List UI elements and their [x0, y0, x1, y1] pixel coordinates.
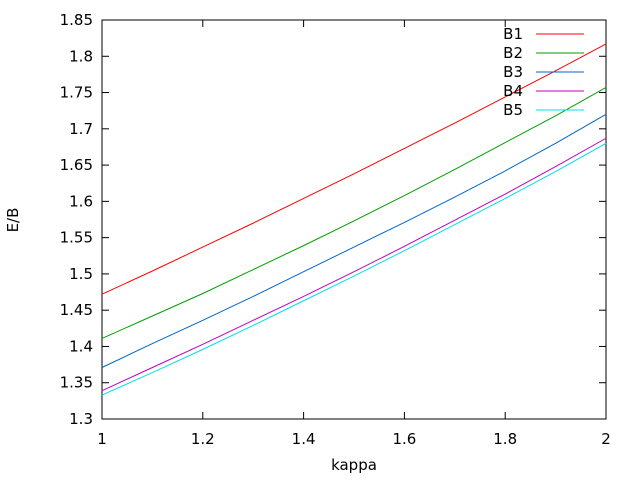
legend-label-b3: B3 — [503, 63, 523, 81]
series-lines — [101, 43, 607, 396]
axis-ticks: 1.3 1.35 1.4 1.45 1.5 1.55 1.6 1.65 1.7 1.75 1.8 1.… — [60, 11, 611, 448]
y-tick-label: 1.5 — [69, 265, 93, 283]
y-tick-label: 1.3 — [69, 410, 93, 428]
x-tick-label: 1 — [97, 430, 107, 448]
y-tick-label: 1.8 — [69, 47, 93, 65]
legend-label-b1: B1 — [503, 25, 523, 43]
y-tick-label: 1.4 — [69, 337, 93, 355]
y-tick-label: 1.85 — [60, 11, 93, 29]
series-line-b3 — [101, 113, 607, 368]
series-line-b1 — [101, 43, 607, 295]
y-tick-label: 1.45 — [60, 301, 93, 319]
x-tick-label: 1.2 — [191, 430, 215, 448]
y-tick-label: 1.6 — [69, 192, 93, 210]
plot-frame — [101, 19, 607, 420]
series-line-b5 — [101, 142, 607, 396]
x-tick-label: 2 — [601, 430, 611, 448]
legend-label-b5: B5 — [503, 101, 523, 119]
y-tick-label: 1.55 — [60, 229, 93, 247]
legend-label-b2: B2 — [503, 44, 523, 62]
y-tick-label: 1.75 — [60, 84, 93, 102]
x-tick-label: 1.4 — [292, 430, 316, 448]
series-line-b2 — [101, 87, 607, 339]
x-axis-label: kappa — [331, 456, 377, 474]
legend-label-b4: B4 — [503, 82, 523, 100]
x-tick-label: 1.6 — [392, 430, 416, 448]
y-tick-label: 1.35 — [60, 374, 93, 392]
y-axis-label: E/B — [4, 208, 22, 233]
y-tick-label: 1.7 — [69, 120, 93, 138]
x-tick-label: 1.8 — [493, 430, 517, 448]
series-line-b4 — [101, 137, 607, 392]
y-tick-label: 1.65 — [60, 156, 93, 174]
